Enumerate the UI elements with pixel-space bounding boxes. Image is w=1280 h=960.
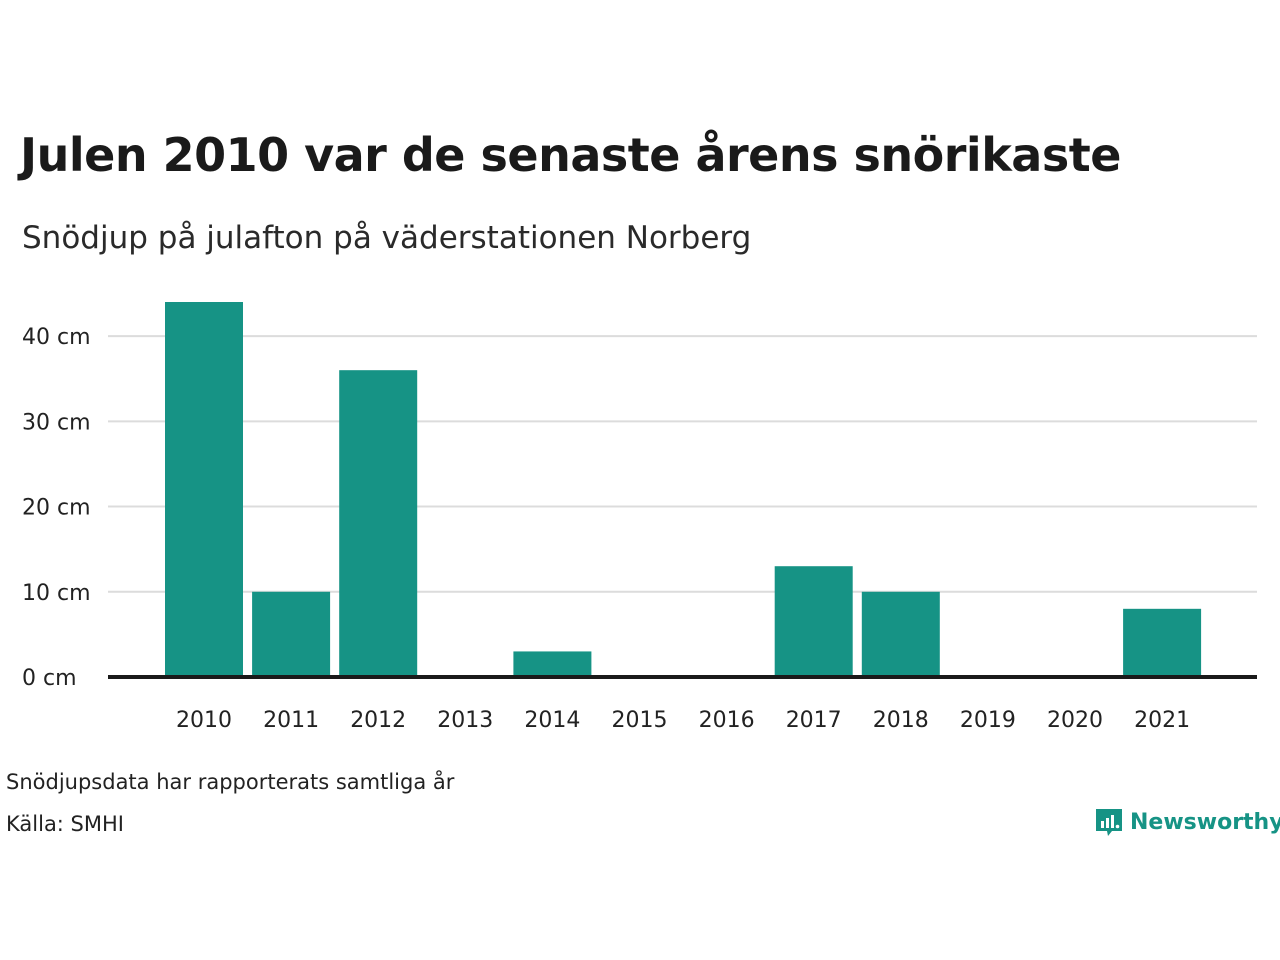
source-label: Källa: SMHI — [6, 812, 124, 836]
y-tick-label: 40 cm — [22, 325, 91, 350]
brand-name: Newsworthy — [1130, 809, 1280, 835]
chart-subtitle: Snödjup på julafton på väderstationen No… — [22, 220, 752, 256]
x-tick-label: 2010 — [176, 708, 232, 733]
bar — [774, 566, 853, 677]
x-tick-label: 2016 — [699, 708, 755, 733]
bar — [513, 651, 592, 677]
x-tick-label: 2015 — [612, 708, 668, 733]
data-note: Snödjupsdata har rapporterats samtliga å… — [6, 770, 455, 794]
x-tick-label: 2020 — [1047, 708, 1103, 733]
bar — [252, 591, 331, 677]
bar — [165, 302, 243, 677]
x-tick-label: 2013 — [437, 708, 493, 733]
x-tick-label: 2012 — [350, 708, 406, 733]
bar-chart: 0 cm 10 cm 20 cm 30 cm 40 cm 2010 2011 2012 2013… — [22, 302, 1257, 733]
y-tick-label: 30 cm — [22, 410, 91, 435]
y-tick-label: 20 cm — [22, 496, 91, 521]
y-tick-label: 10 cm — [22, 581, 91, 606]
bar — [861, 591, 940, 677]
chart-title: Julen 2010 var de senaste årens snörikas… — [20, 128, 1121, 182]
x-tick-label: 2017 — [786, 708, 842, 733]
brand-logo: Newsworthy — [1094, 806, 1280, 838]
x-tick-label: 2014 — [524, 708, 580, 733]
bar — [339, 370, 418, 677]
x-tick-label: 2011 — [263, 708, 319, 733]
x-tick-label: 2018 — [873, 708, 929, 733]
y-tick-label: 0 cm — [22, 666, 77, 691]
x-tick-label: 2021 — [1134, 708, 1190, 733]
bar — [1123, 608, 1202, 677]
x-tick-label: 2019 — [960, 708, 1016, 733]
newsworthy-logo-icon — [1096, 809, 1122, 836]
